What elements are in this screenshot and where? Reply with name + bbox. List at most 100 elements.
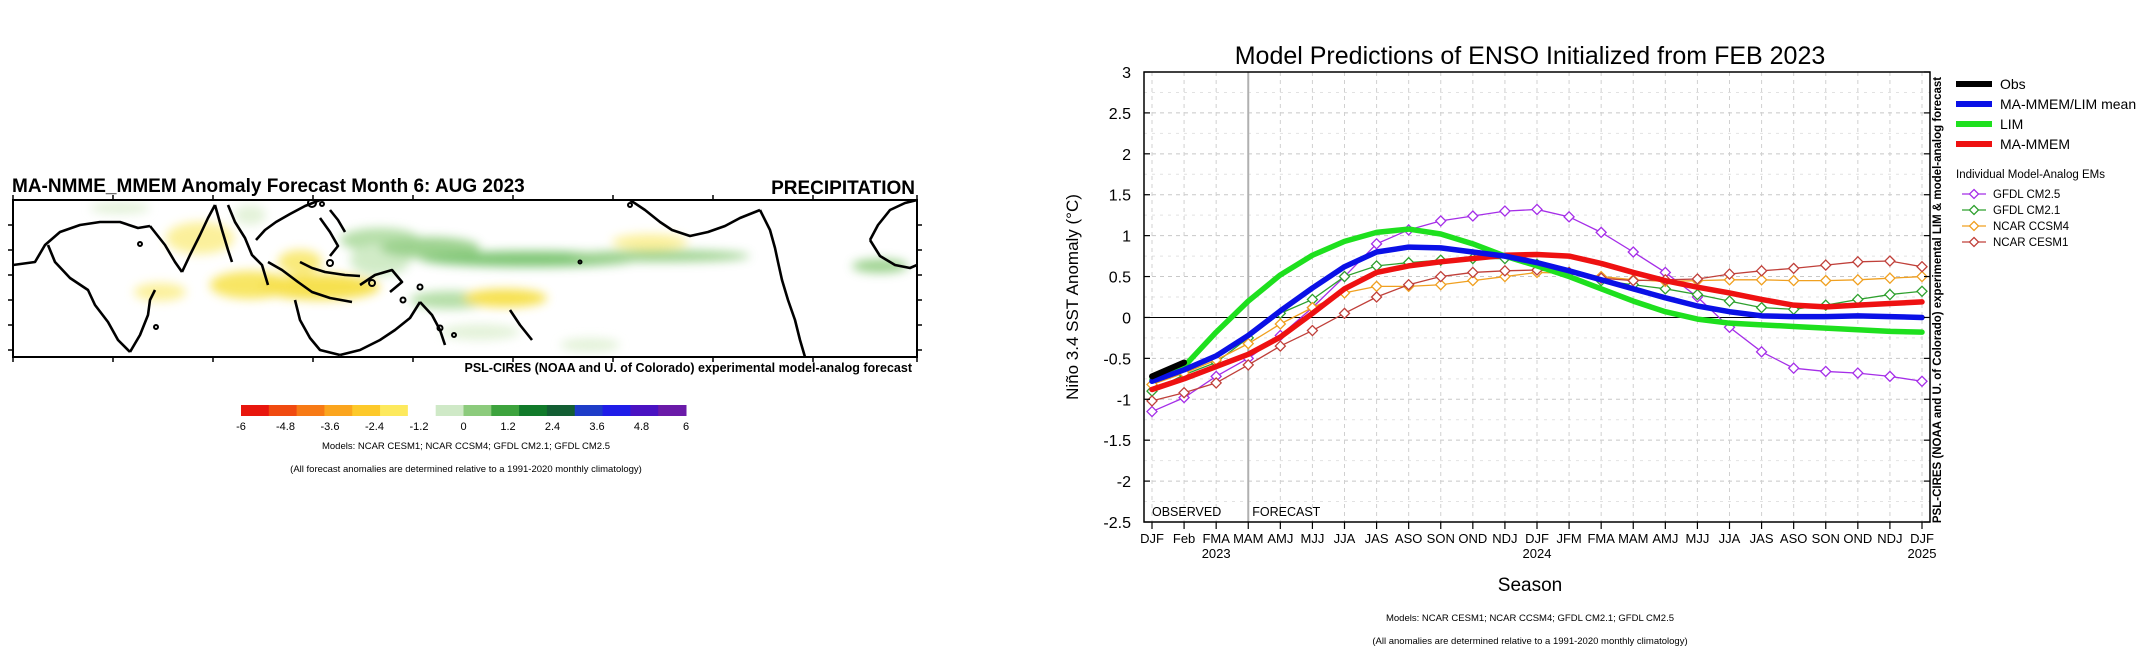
colorbar-swatch — [574, 405, 604, 416]
data-point-marker — [1755, 345, 1768, 358]
data-point-marker — [1466, 266, 1479, 279]
data-point-marker — [1146, 405, 1158, 418]
colorbar-tick-label: 3.6 — [589, 421, 604, 433]
colorbar-tick-label: 2.4 — [545, 421, 560, 433]
x-tick-label: JAS — [1750, 531, 1774, 546]
x-tick-label: MJJ — [1685, 531, 1709, 546]
data-point-marker — [1755, 264, 1768, 277]
data-point-marker — [1691, 273, 1704, 285]
legend-marker — [1968, 188, 1980, 200]
data-point-marker — [1370, 237, 1383, 250]
x-tick-label: MAM — [1618, 531, 1648, 546]
colorbar — [241, 405, 687, 416]
map-frame — [8, 195, 922, 362]
x-tick-label: NDJ — [1492, 531, 1517, 546]
colorbar-swatch — [352, 405, 381, 416]
colorbar-tick-label: 1.2 — [500, 421, 515, 433]
series-ncar-cesm1 — [1146, 255, 1928, 407]
data-point-marker — [1466, 274, 1479, 287]
y-tick-label: -1 — [1117, 392, 1131, 409]
x-year-label: 2025 — [1908, 546, 1937, 561]
island-outlines — [137, 200, 633, 338]
legend-item: NCAR CESM1 — [1962, 236, 2068, 249]
data-point-marker — [1595, 226, 1608, 239]
x-tick-label: DJF — [1140, 531, 1164, 546]
colorbar-swatch — [268, 405, 298, 416]
legend-item: GFDL CM2.5 — [1962, 188, 2060, 201]
x-tick-label: AMJ — [1652, 531, 1678, 546]
y-axis-title: Niño 3.4 SST Anomaly (°C) — [1063, 194, 1082, 400]
colorbar-tick-label: -1.2 — [410, 421, 429, 433]
series-lim — [1149, 226, 1925, 383]
y-tick-label: -0.5 — [1103, 351, 1131, 368]
colorbar-swatch — [296, 405, 325, 416]
data-point-marker — [1851, 367, 1864, 380]
x-tick-label: DJF — [1525, 531, 1549, 546]
x-year-label: 2024 — [1523, 546, 1552, 561]
y-tick-label: -2 — [1117, 474, 1131, 491]
data-point-marker — [1755, 301, 1768, 314]
x-tick-label: ASO — [1395, 531, 1422, 546]
legend-marker — [1968, 220, 1980, 232]
x-tick-label: JFM — [1556, 531, 1581, 546]
legend-label: NCAR CCSM4 — [1993, 221, 2070, 233]
legend-item: GFDL CM2.1 — [1962, 204, 2060, 217]
y-tick-label: 0 — [1122, 310, 1131, 327]
colorbar-swatch — [463, 405, 492, 416]
x-tick-label: ASO — [1780, 531, 1807, 546]
data-point-marker — [1916, 285, 1928, 298]
side-credit: PSL-CIRES (NOAA and U. of Colorado) expe… — [1932, 77, 1944, 523]
data-point-marker — [1274, 318, 1287, 330]
data-point-marker — [1178, 386, 1191, 399]
series-obs — [1149, 359, 1188, 380]
x-axis-title: Season — [1498, 575, 1562, 596]
legend-item: MA-MMEM — [1956, 136, 2070, 152]
map-frame-ticks — [8, 195, 922, 362]
data-point-marker — [1306, 324, 1319, 337]
data-point-marker — [1723, 268, 1736, 281]
data-point-marker — [1146, 394, 1158, 407]
legend-label: MA-MMEM — [2000, 136, 2070, 152]
enso-chart-panel: Model Predictions of ENSO Initialized fr… — [1040, 0, 2145, 661]
data-point-marker — [1819, 259, 1832, 272]
data-point-marker — [1338, 307, 1351, 320]
legend-item: LIM — [1956, 116, 2023, 132]
data-point-marker — [1434, 214, 1447, 227]
colorbar-swatch — [407, 405, 437, 416]
data-point-marker — [1563, 210, 1576, 223]
data-point-marker — [1242, 358, 1255, 371]
data-point-marker — [1627, 274, 1640, 287]
map-models-note: Models: NCAR CESM1; NCAR CCSM4; GFDL CM2… — [322, 441, 610, 452]
map-title: MA-NMME_MMEM Anomaly Forecast Month 6: A… — [12, 176, 525, 197]
colorbar-tick-label: 0 — [460, 421, 466, 433]
data-point-marker — [1274, 340, 1287, 353]
data-point-marker — [1883, 288, 1896, 301]
colorbar-swatch — [602, 405, 631, 416]
legend-label: LIM — [2000, 116, 2023, 132]
data-point-marker — [1370, 291, 1383, 303]
legend-item: Obs — [1956, 76, 2026, 92]
y-tick-label: 0.5 — [1109, 270, 1131, 287]
data-point-marker — [1851, 273, 1864, 286]
data-point-marker — [1659, 282, 1672, 295]
data-point-marker — [1402, 278, 1415, 291]
data-point-marker — [1851, 255, 1864, 268]
data-point-marker — [1883, 272, 1896, 285]
legend-label: NCAR CESM1 — [1993, 237, 2068, 249]
map-climatology-note: (All forecast anomalies are determined r… — [290, 464, 642, 475]
colorbar-swatch — [546, 405, 576, 416]
x-tick-label: DJF — [1910, 531, 1934, 546]
data-point-marker — [1723, 295, 1736, 308]
data-point-marker — [1787, 262, 1800, 275]
colorbar-swatch — [324, 405, 353, 416]
data-point-marker — [1787, 274, 1800, 287]
chart-models-note: Models: NCAR CESM1; NCAR CCSM4; GFDL CM2… — [1386, 613, 1674, 624]
legend-label: MA-MMEM/LIM mean — [2000, 96, 2136, 112]
data-point-marker — [1498, 205, 1511, 218]
series-line — [1151, 208, 1923, 413]
data-point-marker — [1210, 376, 1223, 389]
series-ma-mmem-lim-mean — [1149, 244, 1925, 385]
legend-label: GFDL CM2.1 — [1993, 205, 2060, 217]
data-point-marker — [1466, 210, 1479, 222]
colorbar-swatch — [519, 405, 548, 416]
